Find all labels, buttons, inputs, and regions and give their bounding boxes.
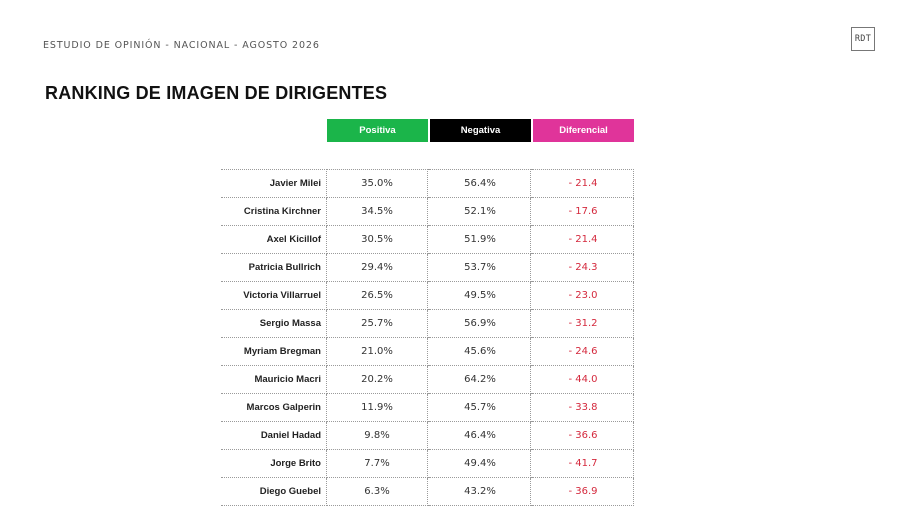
table-row: Mauricio Macri 20.2% 64.2% - 44.0 <box>221 366 634 394</box>
candidate-name: Victoria Villarruel <box>221 282 327 310</box>
positiva-value: 9.8% <box>327 422 428 450</box>
diferencial-value: - 41.7 <box>533 450 634 478</box>
diferencial-value: - 36.6 <box>533 422 634 450</box>
diferencial-value: - 24.6 <box>533 338 634 366</box>
negativa-value: 56.4% <box>430 169 531 198</box>
header-diferencial: Diferencial <box>533 119 634 142</box>
diferencial-value: - 44.0 <box>533 366 634 394</box>
positiva-value: 20.2% <box>327 366 428 394</box>
candidate-name: Mauricio Macri <box>221 366 327 394</box>
diferencial-value: - 17.6 <box>533 198 634 226</box>
table-row: Marcos Galperin 11.9% 45.7% - 33.8 <box>221 394 634 422</box>
positiva-value: 7.7% <box>327 450 428 478</box>
negativa-value: 46.4% <box>430 422 531 450</box>
negativa-value: 51.9% <box>430 226 531 254</box>
report-subtitle: ESTUDIO DE OPINIÓN - NACIONAL - AGOSTO 2… <box>43 40 320 51</box>
positiva-value: 29.4% <box>327 254 428 282</box>
negativa-value: 52.1% <box>430 198 531 226</box>
ranking-table: Positiva Negativa Diferencial Javier Mil… <box>221 119 634 506</box>
positiva-value: 30.5% <box>327 226 428 254</box>
diferencial-value: - 24.3 <box>533 254 634 282</box>
positiva-value: 26.5% <box>327 282 428 310</box>
candidate-name: Marcos Galperin <box>221 394 327 422</box>
candidate-name: Javier Milei <box>221 169 327 198</box>
header-name-empty <box>221 119 327 142</box>
diferencial-value: - 21.4 <box>533 169 634 198</box>
candidate-name: Daniel Hadad <box>221 422 327 450</box>
table-body: Javier Milei 35.0% 56.4% - 21.4 Cristina Kir… <box>221 169 634 506</box>
table-row: Jorge Brito 7.7% 49.4% - 41.7 <box>221 450 634 478</box>
candidate-name: Axel Kicillof <box>221 226 327 254</box>
negativa-value: 43.2% <box>430 478 531 506</box>
positiva-value: 35.0% <box>327 169 428 198</box>
candidate-name: Cristina Kirchner <box>221 198 327 226</box>
diferencial-value: - 23.0 <box>533 282 634 310</box>
table-row: Patricia Bullrich 29.4% 53.7% - 24.3 <box>221 254 634 282</box>
brand-logo: RDT <box>851 27 875 51</box>
positiva-value: 34.5% <box>327 198 428 226</box>
negativa-value: 45.6% <box>430 338 531 366</box>
diferencial-value: - 33.8 <box>533 394 634 422</box>
candidate-name: Jorge Brito <box>221 450 327 478</box>
negativa-value: 49.4% <box>430 450 531 478</box>
positiva-value: 25.7% <box>327 310 428 338</box>
positiva-value: 6.3% <box>327 478 428 506</box>
negativa-value: 56.9% <box>430 310 531 338</box>
table-row: Diego Guebel 6.3% 43.2% - 36.9 <box>221 478 634 506</box>
diferencial-value: - 36.9 <box>533 478 634 506</box>
table-row: Myriam Bregman 21.0% 45.6% - 24.6 <box>221 338 634 366</box>
table-row: Cristina Kirchner 34.5% 52.1% - 17.6 <box>221 198 634 226</box>
negativa-value: 49.5% <box>430 282 531 310</box>
header-negativa: Negativa <box>430 119 531 142</box>
negativa-value: 64.2% <box>430 366 531 394</box>
negativa-value: 45.7% <box>430 394 531 422</box>
page-title: RANKING DE IMAGEN DE DIRIGENTES <box>45 83 388 103</box>
diferencial-value: - 31.2 <box>533 310 634 338</box>
header-positiva: Positiva <box>327 119 428 142</box>
positiva-value: 21.0% <box>327 338 428 366</box>
candidate-name: Patricia Bullrich <box>221 254 327 282</box>
candidate-name: Myriam Bregman <box>221 338 327 366</box>
negativa-value: 53.7% <box>430 254 531 282</box>
table-row: Victoria Villarruel 26.5% 49.5% - 23.0 <box>221 282 634 310</box>
candidate-name: Sergio Massa <box>221 310 327 338</box>
candidate-name: Diego Guebel <box>221 478 327 506</box>
positiva-value: 11.9% <box>327 394 428 422</box>
table-header-row: Positiva Negativa Diferencial <box>221 119 634 142</box>
diferencial-value: - 21.4 <box>533 226 634 254</box>
table-row: Daniel Hadad 9.8% 46.4% - 36.6 <box>221 422 634 450</box>
table-row: Axel Kicillof 30.5% 51.9% - 21.4 <box>221 226 634 254</box>
table-row: Sergio Massa 25.7% 56.9% - 31.2 <box>221 310 634 338</box>
table-row: Javier Milei 35.0% 56.4% - 21.4 <box>221 169 634 198</box>
